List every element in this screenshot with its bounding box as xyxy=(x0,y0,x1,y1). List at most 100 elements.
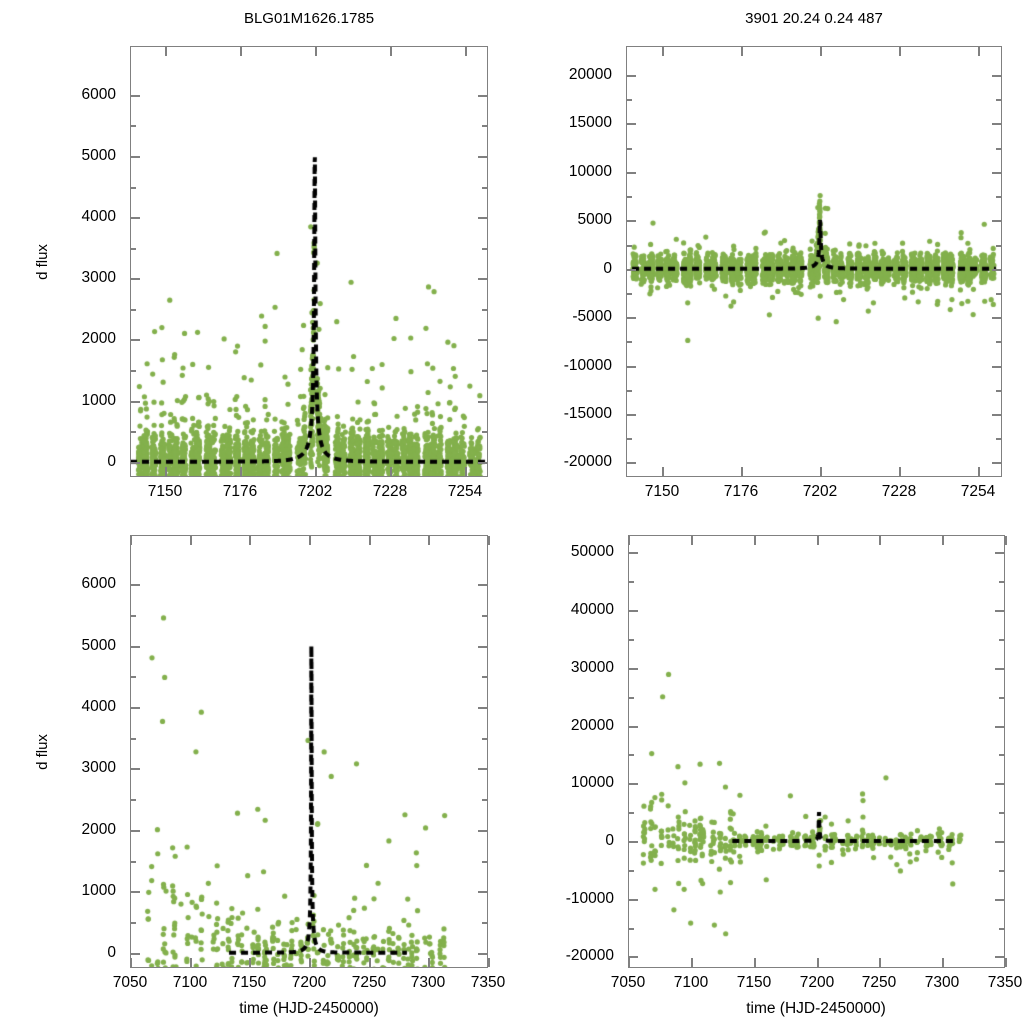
ytick-bottom-left-6: 6000 xyxy=(81,575,116,592)
axis-tick xyxy=(482,370,487,372)
xtick-top-left-0: 7150 xyxy=(147,483,183,500)
ytick-bottom-right-1: -10000 xyxy=(565,890,614,907)
axis-tick xyxy=(249,958,251,967)
axis-tick xyxy=(131,646,140,648)
axis-tick xyxy=(130,958,132,967)
axis-tick xyxy=(629,928,634,930)
xtick-bottom-left-3: 7200 xyxy=(291,974,327,991)
ytick-top-left-4: 4000 xyxy=(81,208,116,225)
ytick-bottom-left-1: 1000 xyxy=(81,882,116,899)
axis-tick xyxy=(995,783,1004,785)
xtick-bottom-left-0: 7050 xyxy=(112,974,148,991)
axis-tick xyxy=(131,370,136,372)
axis-tick xyxy=(131,861,136,863)
axis-tick xyxy=(131,830,140,832)
ytick-top-left-2: 2000 xyxy=(81,330,116,347)
axis-tick xyxy=(996,293,1001,295)
axis-tick xyxy=(995,841,1004,843)
axis-tick xyxy=(662,47,664,56)
axis-tick xyxy=(482,676,487,678)
axis-tick xyxy=(629,552,638,554)
scatter-canvas-bottom-left xyxy=(130,535,488,968)
axis-tick xyxy=(995,610,1004,612)
axis-tick xyxy=(131,707,140,709)
axis-tick xyxy=(131,584,140,586)
ytick-top-right-3: -5000 xyxy=(572,308,612,325)
axis-tick xyxy=(315,47,317,56)
axis-tick xyxy=(629,697,634,699)
axis-tick xyxy=(627,245,632,247)
axis-tick xyxy=(488,536,490,545)
axis-tick xyxy=(627,293,632,295)
ytick-top-left-1: 1000 xyxy=(81,392,116,409)
axis-tick xyxy=(478,278,487,280)
ytick-top-right-4: 0 xyxy=(603,260,612,277)
axis-tick xyxy=(131,768,140,770)
ylabel-top-left: d flux xyxy=(34,244,51,280)
axis-tick xyxy=(817,958,819,967)
axis-tick xyxy=(482,799,487,801)
xtick-top-right-0: 7150 xyxy=(644,483,680,500)
xtick-bottom-left-2: 7150 xyxy=(231,974,267,991)
axis-tick xyxy=(465,467,467,476)
axis-tick xyxy=(482,922,487,924)
axis-tick xyxy=(131,309,136,311)
ytick-top-right-8: 20000 xyxy=(568,66,612,83)
xtick-bottom-right-0: 7050 xyxy=(610,974,646,991)
ytick-top-left-0: 0 xyxy=(107,453,116,470)
xtick-bottom-right-4: 7250 xyxy=(861,974,897,991)
xtick-bottom-left-5: 7300 xyxy=(410,974,446,991)
xlabel-bottom-right: time (HJD-2450000) xyxy=(746,1000,886,1017)
axis-tick xyxy=(131,401,140,403)
axis-tick xyxy=(691,536,693,545)
axis-tick xyxy=(627,220,636,222)
axis-tick xyxy=(995,956,1004,958)
ytick-bottom-right-6: 40000 xyxy=(570,601,614,618)
ytick-bottom-right-2: 0 xyxy=(605,832,614,849)
panel-top-left xyxy=(130,46,488,477)
axis-tick xyxy=(627,462,636,464)
axis-tick xyxy=(390,467,392,476)
axis-tick xyxy=(478,646,487,648)
axis-tick xyxy=(478,707,487,709)
axis-tick xyxy=(482,738,487,740)
axis-tick xyxy=(992,462,1001,464)
axis-tick xyxy=(482,187,487,189)
axis-tick xyxy=(1005,536,1007,545)
axis-tick xyxy=(999,928,1004,930)
axis-tick xyxy=(629,581,634,583)
axis-tick xyxy=(629,726,638,728)
axis-tick xyxy=(131,738,136,740)
panel-frame-top-left xyxy=(130,46,488,477)
axis-tick xyxy=(131,462,140,464)
axis-tick xyxy=(1005,958,1007,967)
axis-tick xyxy=(899,467,901,476)
axis-tick xyxy=(131,953,140,955)
panel-title-left: BLG01M1626.1785 xyxy=(243,10,375,27)
scatter-canvas-bottom-right xyxy=(628,535,1005,968)
axis-tick xyxy=(482,125,487,127)
axis-tick xyxy=(627,196,632,198)
axis-tick xyxy=(992,75,1001,77)
axis-tick xyxy=(996,341,1001,343)
xtick-top-right-3: 7228 xyxy=(881,483,917,500)
axis-tick xyxy=(131,278,140,280)
xtick-top-right-2: 7202 xyxy=(802,483,838,500)
axis-tick xyxy=(390,47,392,56)
axis-tick xyxy=(629,812,634,814)
ytick-top-right-1: -15000 xyxy=(563,405,612,422)
axis-tick xyxy=(996,390,1001,392)
axis-tick xyxy=(478,339,487,341)
panel-bottom-right xyxy=(628,535,1005,968)
panel-bottom-left xyxy=(130,535,488,968)
axis-tick xyxy=(996,438,1001,440)
axis-tick xyxy=(629,956,638,958)
axis-tick xyxy=(482,248,487,250)
axis-tick xyxy=(992,366,1001,368)
axis-tick xyxy=(428,536,430,545)
axis-tick xyxy=(478,462,487,464)
axis-tick xyxy=(629,841,638,843)
axis-tick xyxy=(478,891,487,893)
axis-tick xyxy=(482,309,487,311)
ytick-bottom-left-4: 4000 xyxy=(81,698,116,715)
